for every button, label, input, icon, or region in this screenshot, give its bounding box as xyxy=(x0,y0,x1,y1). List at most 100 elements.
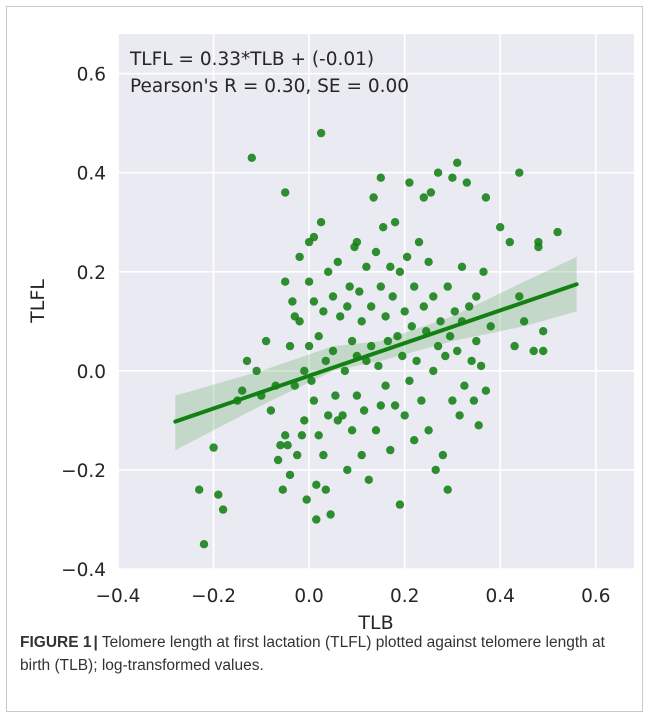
x-tick-label: 0.0 xyxy=(294,586,323,607)
data-point xyxy=(300,366,309,376)
data-point xyxy=(465,302,474,311)
data-point xyxy=(355,287,364,296)
data-point xyxy=(553,227,562,237)
data-point xyxy=(343,302,352,311)
data-point xyxy=(307,376,316,385)
regression-equation: TLFL = 0.33*TLB + (-0.01) xyxy=(129,49,374,70)
regression-line xyxy=(173,282,579,424)
data-point xyxy=(462,178,471,187)
data-point xyxy=(402,252,412,262)
data-point xyxy=(429,292,438,301)
data-point xyxy=(238,386,247,395)
data-point xyxy=(312,515,321,524)
data-point xyxy=(469,396,479,405)
data-point xyxy=(371,247,381,257)
data-point xyxy=(283,441,292,450)
data-point xyxy=(209,443,218,452)
data-point xyxy=(398,351,407,361)
y-tick-label: 0.2 xyxy=(77,263,106,284)
data-point xyxy=(515,292,524,301)
data-point xyxy=(281,431,290,440)
data-point xyxy=(443,282,452,291)
scatter-plot: −0.4 −0.2 0.0 0.2 0.4 0.6 −0.4 −0.2 0.0 0.2 0.4 0.… xyxy=(27,34,634,630)
data-point xyxy=(429,366,438,376)
data-point xyxy=(314,332,323,341)
data-point xyxy=(481,386,491,395)
data-point xyxy=(386,262,395,271)
data-point xyxy=(324,267,333,276)
data-point xyxy=(438,450,448,460)
data-point xyxy=(433,168,443,177)
data-point xyxy=(474,421,483,430)
data-point xyxy=(448,396,457,405)
data-point xyxy=(376,282,385,291)
plot-area xyxy=(117,34,634,570)
data-point xyxy=(424,257,433,267)
data-point xyxy=(505,237,514,247)
data-point xyxy=(414,237,424,247)
data-point xyxy=(312,480,321,489)
data-point xyxy=(374,361,383,371)
data-point xyxy=(400,411,409,420)
data-point xyxy=(445,332,455,341)
data-point xyxy=(436,317,445,326)
x-tick-label: −0.4 xyxy=(96,586,141,607)
data-point xyxy=(321,485,330,494)
data-point xyxy=(510,341,519,351)
data-point xyxy=(381,312,390,321)
data-point xyxy=(281,277,290,286)
y-tick-label: −0.2 xyxy=(61,461,106,482)
data-point xyxy=(278,485,287,494)
data-point xyxy=(410,436,419,445)
x-axis-ticks: −0.4 −0.2 0.0 0.2 0.4 0.6 xyxy=(96,586,611,607)
data-point xyxy=(347,426,357,435)
data-point xyxy=(319,450,328,460)
data-point xyxy=(295,252,304,262)
data-point xyxy=(247,153,256,162)
data-point xyxy=(340,366,350,376)
data-point xyxy=(453,158,462,167)
data-point xyxy=(199,540,209,549)
data-point xyxy=(297,431,307,440)
data-point xyxy=(273,455,283,465)
data-point xyxy=(290,381,299,390)
data-point xyxy=(431,465,440,475)
data-point xyxy=(419,193,428,202)
data-point xyxy=(285,470,295,480)
data-point xyxy=(481,193,491,202)
data-point xyxy=(539,346,548,356)
y-tick-label: −0.4 xyxy=(61,560,106,581)
data-point xyxy=(309,297,319,306)
data-point xyxy=(443,485,452,494)
data-point xyxy=(467,356,476,366)
data-point xyxy=(338,411,347,420)
data-point xyxy=(369,193,378,202)
pearson-annotation: Pearson's R = 0.30, SE = 0.00 xyxy=(130,76,409,97)
data-point xyxy=(405,376,414,385)
data-point xyxy=(395,500,405,509)
caption-separator: | xyxy=(93,634,98,651)
data-point xyxy=(388,292,397,301)
data-point xyxy=(304,277,314,286)
data-point xyxy=(460,381,469,390)
data-point xyxy=(496,223,505,232)
data-point xyxy=(453,346,462,356)
data-point xyxy=(319,307,328,316)
data-point xyxy=(242,356,252,366)
data-point xyxy=(364,475,373,484)
data-point xyxy=(359,406,369,415)
data-point xyxy=(383,336,393,346)
data-point xyxy=(357,450,366,460)
data-point xyxy=(314,431,323,440)
data-point xyxy=(486,322,495,331)
data-point xyxy=(367,341,376,351)
data-point xyxy=(352,237,362,247)
caption-text: Telomere length at first lactation (TLFL… xyxy=(20,634,605,674)
data-point xyxy=(539,327,548,336)
data-point xyxy=(276,441,285,450)
data-point xyxy=(419,302,428,311)
data-point xyxy=(410,282,419,291)
data-point xyxy=(285,341,295,351)
data-point xyxy=(379,223,388,232)
plot-background xyxy=(118,34,634,569)
